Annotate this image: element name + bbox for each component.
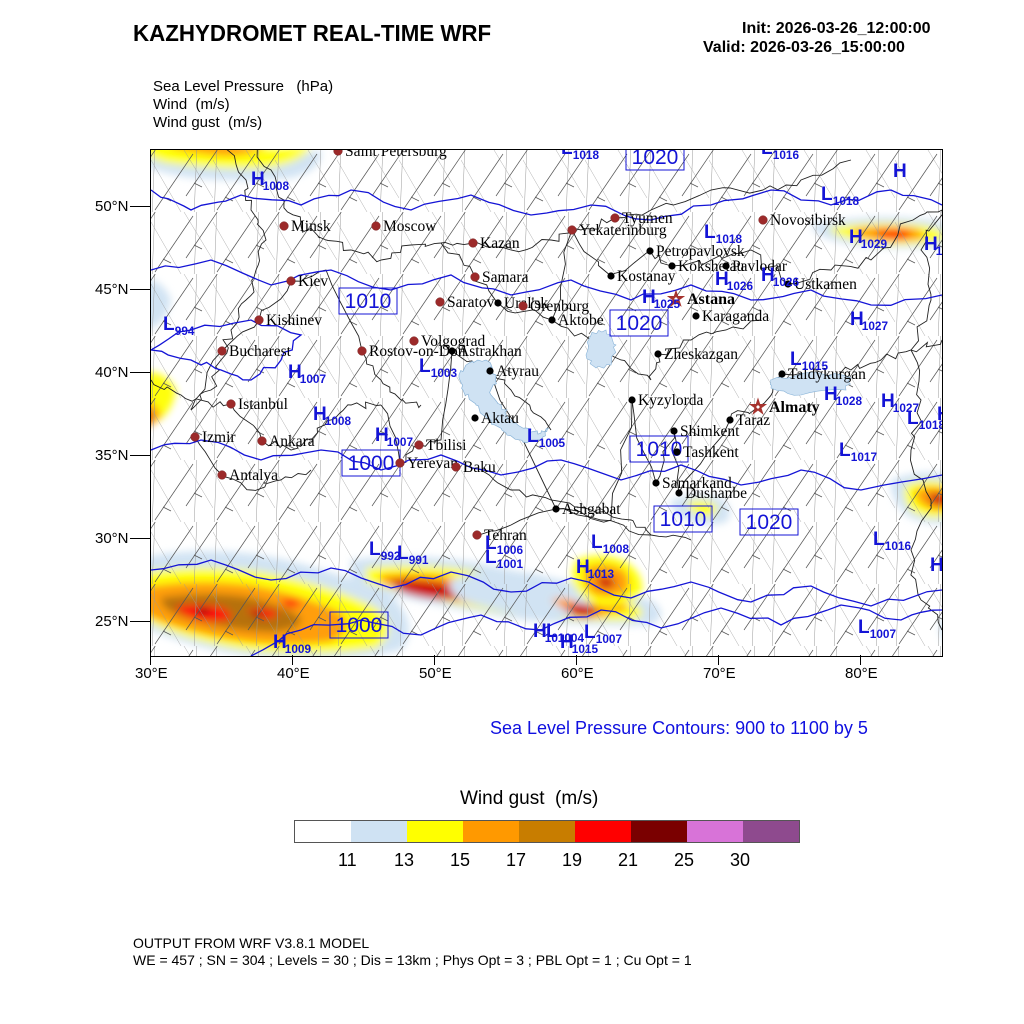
svg-text:H: H (937, 404, 942, 425)
svg-text:Pavlodar: Pavlodar (732, 258, 788, 275)
svg-text:1025: 1025 (654, 297, 681, 311)
svg-text:1007: 1007 (870, 627, 897, 641)
svg-text:L: L (907, 408, 919, 429)
svg-text:Tbilisi: Tbilisi (426, 437, 467, 454)
svg-text:1000: 1000 (336, 614, 383, 637)
svg-text:1018: 1018 (716, 232, 743, 246)
svg-text:Ankara: Ankara (269, 433, 315, 450)
svg-text:1020: 1020 (746, 511, 793, 534)
svg-text:Kiev: Kiev (298, 273, 328, 290)
svg-text:Shimkent: Shimkent (680, 423, 740, 440)
svg-text:Bucharest: Bucharest (229, 343, 292, 360)
svg-text:Atyrau: Atyrau (496, 363, 539, 380)
svg-text:1016: 1016 (773, 150, 800, 162)
svg-text:Moscow: Moscow (383, 218, 437, 235)
svg-text:1008: 1008 (603, 542, 630, 556)
svg-text:L: L (561, 150, 573, 159)
svg-text:Istanbul: Istanbul (238, 396, 288, 413)
svg-text:1010: 1010 (660, 508, 707, 531)
svg-text:Almaty: Almaty (769, 399, 820, 416)
svg-text:L: L (527, 426, 539, 447)
svg-text:L: L (584, 622, 596, 643)
svg-text:1006: 1006 (497, 543, 524, 557)
svg-text:Kyzylorda: Kyzylorda (638, 392, 704, 409)
svg-text:Zheskazgan: Zheskazgan (664, 346, 738, 363)
svg-text:Ustkamen: Ustkamen (794, 276, 857, 293)
svg-text:Baku: Baku (463, 459, 496, 476)
svg-text:Novosibirsk: Novosibirsk (770, 212, 846, 229)
svg-text:L: L (163, 314, 175, 335)
svg-text:1007: 1007 (300, 372, 327, 386)
svg-text:Aktobe: Aktobe (558, 312, 604, 329)
svg-text:Yerevan: Yerevan (407, 455, 458, 472)
svg-text:L: L (419, 356, 431, 377)
svg-text:Kazan: Kazan (480, 235, 520, 252)
svg-text:1003: 1003 (431, 366, 458, 380)
svg-text:1015: 1015 (572, 642, 599, 656)
svg-text:Taraz: Taraz (736, 412, 770, 429)
svg-text:Dushanbe: Dushanbe (685, 485, 747, 502)
svg-text:1017: 1017 (851, 450, 878, 464)
svg-text:Izmir: Izmir (202, 429, 236, 446)
svg-text:1026: 1026 (727, 279, 754, 293)
svg-text:1008: 1008 (325, 414, 352, 428)
svg-text:1018: 1018 (833, 194, 860, 208)
svg-text:1005: 1005 (539, 436, 566, 450)
svg-text:1026: 1026 (773, 275, 800, 289)
svg-text:1029: 1029 (861, 237, 888, 251)
svg-text:Antalya: Antalya (229, 467, 278, 484)
svg-text:L: L (485, 533, 497, 554)
svg-text:L: L (790, 349, 802, 370)
svg-text:1010: 1010 (345, 290, 392, 313)
svg-text:Aktau: Aktau (481, 410, 519, 427)
svg-text:1016: 1016 (885, 539, 912, 553)
svg-text:Astrakhan: Astrakhan (458, 343, 522, 360)
svg-text:L: L (839, 440, 851, 461)
svg-text:L: L (873, 529, 885, 550)
svg-text:991: 991 (409, 553, 429, 567)
svg-text:Saint Petersburg: Saint Petersburg (345, 150, 447, 160)
svg-text:1008: 1008 (263, 179, 290, 193)
svg-text:1000: 1000 (348, 452, 395, 475)
svg-text:Minsk: Minsk (291, 218, 331, 235)
svg-text:L: L (858, 617, 870, 638)
svg-text:Samara: Samara (482, 269, 529, 286)
svg-text:1018: 1018 (573, 150, 600, 162)
svg-text:L: L (369, 539, 381, 560)
svg-text:Ashgabat: Ashgabat (562, 501, 621, 518)
svg-text:1027: 1027 (862, 319, 889, 333)
svg-text:L: L (761, 150, 773, 159)
svg-text:Tashkent: Tashkent (683, 444, 739, 461)
svg-text:Kishinev: Kishinev (266, 312, 322, 329)
svg-text:994: 994 (175, 324, 195, 338)
svg-text:1028: 1028 (836, 394, 863, 408)
svg-text:L: L (704, 222, 716, 243)
svg-text:Yekaterinburg: Yekaterinburg (579, 222, 667, 239)
svg-text:1007: 1007 (387, 435, 414, 449)
svg-text:Saratov: Saratov (447, 294, 495, 311)
svg-text:Astana: Astana (687, 291, 735, 308)
svg-text:1007: 1007 (596, 632, 623, 646)
svg-text:1001: 1001 (497, 557, 524, 571)
svg-text:1015: 1015 (802, 359, 829, 373)
svg-text:1020: 1020 (616, 312, 663, 335)
svg-text:L: L (546, 621, 558, 642)
svg-text:L: L (591, 532, 603, 553)
svg-text:1020: 1020 (632, 150, 679, 169)
svg-text:L: L (821, 184, 833, 205)
svg-text:1009: 1009 (285, 642, 312, 656)
svg-text:H: H (930, 555, 942, 576)
svg-text:Karaganda: Karaganda (702, 308, 769, 325)
svg-text:1021: 1021 (936, 244, 942, 258)
svg-text:1013: 1013 (588, 567, 615, 581)
svg-text:L: L (397, 543, 409, 564)
svg-text:H: H (893, 161, 907, 182)
svg-text:Kostanay: Kostanay (617, 268, 676, 285)
